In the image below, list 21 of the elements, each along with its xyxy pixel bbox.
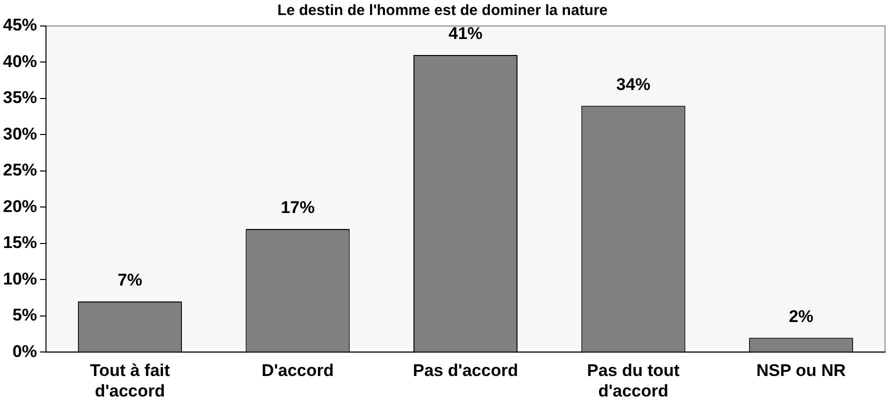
- x-tick-label: Tout à fait d'accord: [90, 361, 170, 400]
- y-tick-label: 10%: [2, 269, 38, 288]
- x-tick-label: D'accord: [262, 361, 334, 380]
- x-tick-label: Pas du tout d'accord: [587, 361, 680, 400]
- y-tick-label: 30%: [2, 124, 38, 144]
- data-label: 17%: [280, 198, 315, 218]
- data-label: 41%: [448, 24, 483, 44]
- data-label: 34%: [616, 74, 650, 94]
- y-tick-label: 40%: [2, 52, 38, 71]
- x-tick-label: Pas d'accord: [412, 361, 518, 380]
- data-label: 7%: [118, 270, 142, 290]
- y-tick-label: 25%: [2, 160, 38, 180]
- y-tick-label: 20%: [2, 196, 38, 216]
- y-tick-label: 35%: [2, 88, 38, 108]
- y-tick-label: 5%: [12, 306, 38, 325]
- y-tick-label: 45%: [2, 16, 38, 35]
- chart-title: Le destin de l'homme est de dominer la nature: [277, 2, 608, 20]
- data-label: 2%: [788, 306, 814, 326]
- y-tick-label: 15%: [2, 233, 38, 252]
- y-tick-label: 0%: [12, 342, 38, 361]
- x-tick-label: NSP ou NR: [756, 361, 846, 380]
